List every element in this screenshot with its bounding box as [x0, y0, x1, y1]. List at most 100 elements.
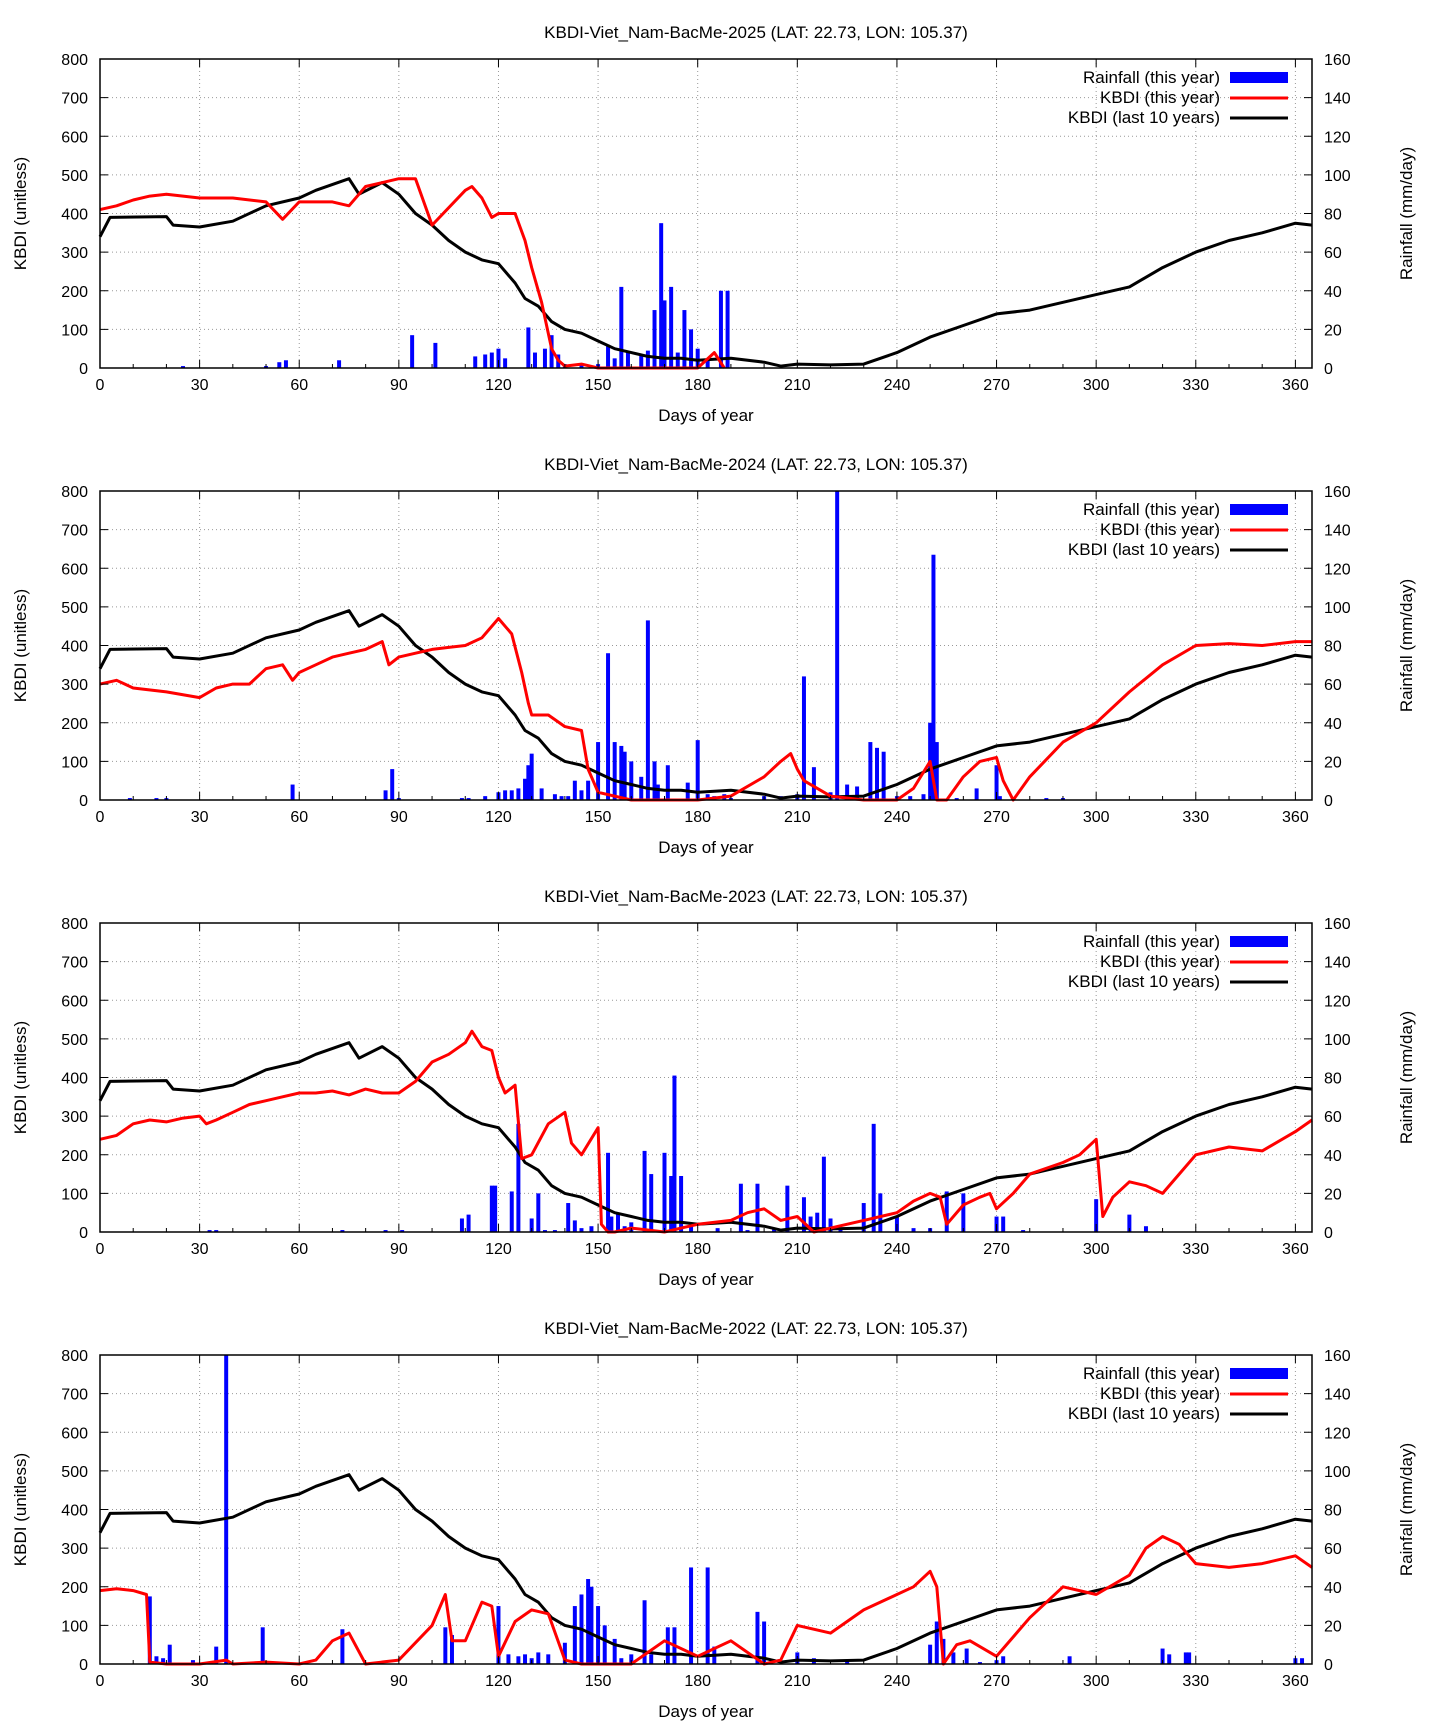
- x-tick-label: 90: [390, 1241, 408, 1258]
- y-tick-label: 0: [79, 361, 88, 378]
- rainfall-bar: [652, 310, 657, 368]
- rainfall-bar: [207, 1230, 212, 1232]
- x-tick-label: 300: [1083, 377, 1110, 394]
- chart-title: KBDI-Viet_Nam-BacMe-2024 (LAT: 22.73, LO…: [544, 455, 968, 474]
- rainfall-bar: [147, 1596, 152, 1664]
- y2-tick-label: 40: [1324, 1148, 1342, 1165]
- rainfall-bar: [977, 1662, 982, 1664]
- rainfall-bar: [1183, 1652, 1188, 1664]
- y2-tick-label: 80: [1324, 207, 1342, 224]
- x-tick-label: 30: [191, 809, 209, 826]
- rainfall-bar: [951, 1652, 956, 1664]
- y-tick-label: 500: [61, 600, 88, 617]
- x-tick-label: 240: [884, 377, 911, 394]
- rainfall-bar: [649, 1174, 654, 1232]
- x-tick-label: 150: [585, 1241, 612, 1258]
- rainfall-bar: [669, 286, 674, 368]
- y2-tick-label: 100: [1324, 1464, 1351, 1481]
- legend-label-kbdi-year: KBDI (this year): [1100, 88, 1220, 107]
- y-tick-label: 700: [61, 955, 88, 972]
- x-tick-label: 360: [1282, 1241, 1309, 1258]
- rainfall-bar: [845, 784, 850, 800]
- rainfall-bar: [503, 790, 508, 800]
- rainfall-bar: [639, 776, 644, 800]
- y-tick-label: 500: [61, 1032, 88, 1049]
- rainfall-bar: [672, 1075, 677, 1232]
- rainfall-bar: [572, 1220, 577, 1232]
- rainfall-bar: [552, 1230, 557, 1232]
- rainfall-bar: [745, 1230, 750, 1232]
- rainfall-bar: [669, 1175, 674, 1232]
- rainfall-bar: [821, 1156, 826, 1232]
- x-tick-label: 180: [684, 809, 711, 826]
- rainfall-bar: [400, 1230, 405, 1232]
- x-tick-label: 300: [1083, 1673, 1110, 1690]
- legend: Rainfall (this year)KBDI (this year)KBDI…: [1068, 1364, 1288, 1423]
- rainfall-bar: [695, 348, 700, 368]
- rainfall-bar: [127, 798, 132, 800]
- y-tick-label: 800: [61, 1348, 88, 1365]
- rainfall-bar: [536, 1652, 541, 1664]
- y2-tick-label: 160: [1324, 916, 1351, 933]
- x-tick-label: 270: [983, 1673, 1010, 1690]
- rainfall-bar: [1160, 1648, 1165, 1664]
- y-tick-label: 0: [79, 1225, 88, 1242]
- rainfall-bar: [606, 344, 611, 368]
- y2-tick-label: 20: [1324, 754, 1342, 771]
- x-tick-label: 30: [191, 1673, 209, 1690]
- y2-tick-label: 20: [1324, 322, 1342, 339]
- chart-title: KBDI-Viet_Nam-BacMe-2023 (LAT: 22.73, LO…: [544, 887, 968, 906]
- rainfall-bar: [503, 358, 508, 368]
- rainfall-bar: [997, 796, 1002, 800]
- rainfall-bar: [665, 1627, 670, 1664]
- chart-panel-2: KBDI-Viet_Nam-BacMe-2023 (LAT: 22.73, LO…: [11, 887, 1416, 1289]
- legend: Rainfall (this year)KBDI (this year)KBDI…: [1068, 932, 1288, 991]
- y-tick-label: 400: [61, 207, 88, 224]
- y2-tick-label: 40: [1324, 1580, 1342, 1597]
- rainfall-bar: [705, 360, 710, 368]
- rainfall-bar: [566, 1203, 571, 1232]
- rainfall-bar: [496, 348, 501, 368]
- y2-tick-label: 0: [1324, 361, 1333, 378]
- y-tick-label: 100: [61, 1186, 88, 1203]
- rainfall-bar: [516, 1656, 521, 1664]
- y2-tick-label: 120: [1324, 561, 1351, 578]
- rainfall-bar: [589, 1586, 594, 1664]
- x-tick-label: 30: [191, 1241, 209, 1258]
- x-tick-label: 120: [485, 809, 512, 826]
- rainfall-bar: [181, 366, 186, 368]
- x-tick-label: 30: [191, 377, 209, 394]
- y-tick-label: 500: [61, 168, 88, 185]
- y2-tick-label: 0: [1324, 1225, 1333, 1242]
- y-tick-label: 0: [79, 1657, 88, 1674]
- rainfall-bar: [868, 742, 873, 800]
- rainfall-bar: [526, 765, 531, 800]
- rainfall-bar: [596, 1606, 601, 1664]
- rainfall-bar: [579, 790, 584, 800]
- rainfall-bar: [662, 1152, 667, 1232]
- rainfall-bar: [934, 742, 939, 800]
- x-tick-label: 210: [784, 1241, 811, 1258]
- rainfall-bar: [828, 1218, 833, 1232]
- rainfall-bar: [612, 358, 617, 368]
- y2-tick-label: 120: [1324, 993, 1351, 1010]
- y2-tick-label: 80: [1324, 1071, 1342, 1088]
- y-tick-label: 500: [61, 1464, 88, 1481]
- rainfall-bar: [483, 796, 488, 800]
- rainfall-bar: [1067, 1656, 1072, 1664]
- legend-swatch-rainfall: [1230, 936, 1288, 947]
- legend-swatch-rainfall: [1230, 504, 1288, 515]
- rainfall-bar: [665, 765, 670, 800]
- legend-label-rainfall: Rainfall (this year): [1083, 500, 1220, 519]
- rainfall-bar: [642, 1150, 647, 1232]
- rainfall-bar: [410, 335, 415, 368]
- rainfall-bar: [785, 1185, 790, 1232]
- y-tick-label: 400: [61, 1071, 88, 1088]
- y2-tick-label: 160: [1324, 1348, 1351, 1365]
- rainfall-bar: [466, 798, 471, 800]
- rainfall-bar: [762, 1621, 767, 1664]
- x-tick-label: 210: [784, 1673, 811, 1690]
- rainfall-bar: [808, 1216, 813, 1232]
- rainfall-bar: [612, 1638, 617, 1664]
- x-tick-label: 330: [1182, 1241, 1209, 1258]
